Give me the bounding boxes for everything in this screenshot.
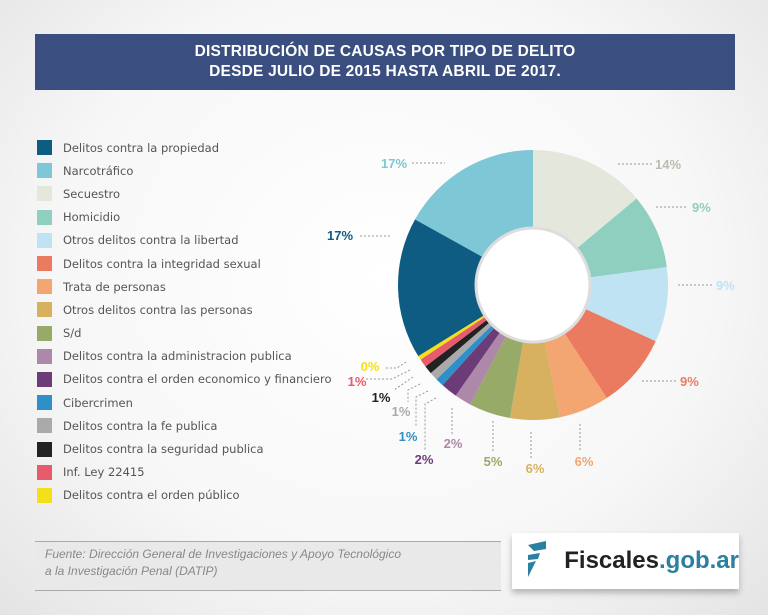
legend-item: Homicidio — [37, 206, 332, 229]
legend-item: Delitos contra la propiedad — [37, 136, 332, 159]
source-note: Fuente: Dirección General de Investigaci… — [35, 541, 501, 591]
donut-slice — [425, 319, 490, 374]
donut-slice — [576, 198, 667, 278]
data-label: 9% — [716, 278, 735, 293]
leader-line — [407, 383, 421, 402]
donut-slice — [420, 316, 488, 367]
data-label: 9% — [680, 374, 699, 389]
legend-label: Otros delitos contra las personas — [63, 302, 253, 317]
legend-item: Delitos contra la seguridad publica — [37, 437, 332, 460]
source-line-1: Fuente: Dirección General de Investigaci… — [45, 547, 401, 561]
leader-line — [385, 361, 407, 369]
legend-label: Delitos contra el orden público — [63, 488, 240, 503]
donut-slice — [430, 322, 493, 380]
legend-swatch — [37, 186, 52, 202]
data-label: 6% — [526, 461, 545, 476]
donut-slice — [544, 332, 607, 418]
legend-swatch — [37, 487, 52, 503]
data-label: 1% — [392, 404, 411, 419]
legend-label: Cibercrimen — [63, 395, 133, 410]
source-line-2: a la Investigación Penal (DATIP) — [45, 564, 218, 578]
legend-item: Otros delitos contra la libertad — [37, 229, 332, 252]
data-label: 1% — [372, 390, 391, 405]
legend-swatch — [37, 163, 52, 179]
legend-swatch — [37, 140, 52, 156]
legend-swatch — [37, 256, 52, 272]
data-label: 14% — [655, 157, 681, 172]
donut-slice — [470, 335, 524, 419]
data-label: 17% — [327, 228, 353, 243]
leader-line — [424, 397, 437, 450]
data-label: 1% — [399, 429, 418, 444]
legend-swatch — [37, 325, 52, 341]
legend-item: Otros delitos contra las personas — [37, 298, 332, 321]
logo-mark-icon — [528, 541, 546, 577]
legend-label: Delitos contra la seguridad publica — [63, 442, 264, 457]
logo: Fiscales .gob.ar — [512, 533, 739, 589]
data-label: 2% — [444, 436, 463, 451]
legend-label: Trata de personas — [63, 279, 166, 294]
data-label: 1% — [348, 374, 367, 389]
legend-label: Homicidio — [63, 210, 121, 225]
legend-item: Narcotráfico — [37, 159, 332, 182]
donut-slice — [442, 327, 501, 396]
leader-line — [415, 390, 429, 427]
legend-label: Delitos contra la integridad sexual — [63, 256, 261, 271]
chart-title: DISTRIBUCIÓN DE CAUSAS POR TIPO DE DELIT… — [35, 34, 735, 90]
legend-item: Delitos contra el orden público — [37, 484, 332, 507]
legend-label: Delitos contra la fe publica — [63, 418, 218, 433]
legend-label: Delitos contra la administracion publica — [63, 349, 292, 364]
donut-slice — [436, 324, 495, 386]
legend-swatch — [37, 418, 52, 434]
legend-swatch — [37, 232, 52, 248]
legend-item: Cibercrimen — [37, 391, 332, 414]
donut-slice — [509, 340, 561, 420]
title-line-1: DISTRIBUCIÓN DE CAUSAS POR TIPO DE DELIT… — [194, 43, 576, 60]
legend-label: Secuestro — [63, 186, 121, 201]
donut-slice — [398, 219, 485, 357]
leader-line — [366, 369, 411, 380]
donut-slice — [584, 267, 668, 342]
legend-swatch — [37, 371, 52, 387]
logo-text-1: Fiscales — [564, 547, 659, 574]
data-label: 9% — [692, 200, 711, 215]
legend-swatch — [37, 395, 52, 411]
data-label: 5% — [484, 454, 503, 469]
legend-swatch — [37, 348, 52, 364]
legend-label: Delitos contra la propiedad — [63, 140, 220, 155]
donut-slice — [564, 308, 656, 399]
legend-item: Secuestro — [37, 182, 332, 205]
legend-swatch — [37, 441, 52, 457]
legend-item: Delitos contra el orden economico y fina… — [37, 368, 332, 391]
legend-item: Inf. Ley 22415 — [37, 461, 332, 484]
donut-slice — [533, 150, 637, 249]
logo-text-2: .gob.ar — [658, 547, 739, 574]
data-label: 6% — [575, 454, 594, 469]
leader-line — [393, 376, 414, 391]
legend-item: S/d — [37, 322, 332, 345]
title-line-2: DESDE JULIO DE 2015 HASTA ABRIL DE 2017. — [209, 63, 561, 80]
data-label: 2% — [415, 452, 434, 467]
legend-item: Delitos contra la administracion publica — [37, 345, 332, 368]
legend-label: S/d — [63, 326, 82, 341]
donut-slice — [418, 315, 486, 360]
legend-item: Trata de personas — [37, 275, 332, 298]
legend-swatch — [37, 209, 52, 225]
legend: Delitos contra la propiedad Narcotráfico S… — [37, 136, 332, 507]
legend-item: Delitos contra la fe publica — [37, 414, 332, 437]
donut-slice — [415, 150, 533, 258]
legend-swatch — [37, 302, 52, 318]
legend-label: Inf. Ley 22415 — [63, 465, 145, 480]
legend-label: Narcotráfico — [63, 163, 134, 178]
legend-label: Delitos contra el orden economico y fina… — [63, 372, 332, 387]
legend-label: Otros delitos contra la libertad — [63, 233, 239, 248]
legend-swatch — [37, 464, 52, 480]
legend-item: Delitos contra la integridad sexual — [37, 252, 332, 275]
legend-swatch — [37, 279, 52, 295]
donut-slice — [455, 331, 507, 405]
data-label: 0% — [361, 359, 380, 374]
data-label: 17% — [381, 156, 407, 171]
